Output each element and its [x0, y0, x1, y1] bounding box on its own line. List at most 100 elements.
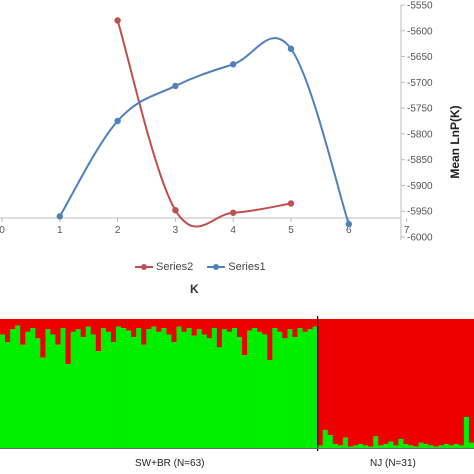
bar-segment-red	[302, 319, 308, 332]
legend-label-series1: Series1	[228, 261, 266, 273]
bar-segment-red	[196, 319, 203, 330]
bar-segment-green	[327, 435, 334, 448]
bar-segment-red	[292, 319, 298, 338]
bar-segment-red	[40, 319, 46, 358]
data-point-series1	[56, 213, 63, 220]
bar-segment-red	[332, 319, 339, 445]
y-tick-label: -5800	[407, 129, 433, 140]
bar-segment-green	[292, 337, 298, 448]
bar-segment-red	[403, 319, 409, 445]
bar-segment-green	[231, 328, 238, 448]
bar-segment-red	[110, 319, 117, 343]
bar-segment-green	[448, 445, 455, 448]
bar-segment-red	[115, 319, 122, 327]
bar-segment-green	[317, 445, 324, 448]
bar-segment-green	[418, 442, 424, 448]
bar-segment-red	[146, 319, 152, 330]
bar-segment-green	[161, 328, 167, 448]
data-point-series1	[230, 61, 237, 68]
bar-segment-red	[151, 319, 157, 327]
bar-segment-green	[388, 441, 394, 448]
bar-segment-green	[458, 445, 465, 448]
bar-segment-green	[211, 328, 218, 448]
bar-segment-red	[231, 319, 238, 329]
bar-segment-red	[373, 319, 379, 437]
legend-label-series2: Series2	[156, 261, 194, 273]
data-point-series2	[114, 17, 121, 24]
bar-segment-green	[15, 325, 21, 448]
x-tick-label: 5	[288, 225, 294, 236]
bar-segment-green	[373, 436, 379, 448]
bar-segment-green	[0, 334, 6, 448]
bar-segment-green	[297, 328, 303, 448]
bar-segment-green	[242, 355, 248, 448]
y-tick-label: -5750	[407, 104, 433, 115]
bar-segment-red	[337, 319, 344, 446]
bar-segment-green	[287, 329, 293, 448]
bar-segment-green	[302, 331, 308, 448]
bar-segment-green	[226, 331, 233, 448]
bar-segment-red	[267, 319, 273, 361]
bar-segment-red	[448, 319, 455, 446]
bar-segment-green	[423, 444, 430, 448]
bar-segment-green	[10, 329, 16, 448]
bar-segment-red	[141, 319, 147, 345]
bar-segment-red	[45, 319, 51, 330]
bar-segment-green	[322, 429, 329, 448]
bar-segment-green	[171, 342, 177, 448]
bar-segment-red	[171, 319, 177, 343]
bar-segment-green	[20, 344, 26, 448]
bar-segment-red	[262, 319, 268, 335]
bar-segment-red	[443, 319, 450, 445]
bar-segment-red	[307, 319, 314, 330]
bar-segment-red	[398, 319, 404, 439]
bar-segment-green	[443, 444, 450, 448]
bar-segment-red	[25, 319, 31, 332]
bar-segment-red	[221, 319, 228, 330]
bar-segment-green	[70, 331, 77, 448]
series-line-series2	[116, 20, 292, 228]
bar-segment-green	[358, 444, 364, 448]
legend-swatch-series1	[207, 264, 226, 270]
data-point-series2	[172, 206, 179, 214]
bar-segment-green	[60, 328, 66, 448]
bar-segment-green	[206, 338, 213, 448]
bar-segment-red	[458, 319, 465, 446]
bar-segment-red	[393, 319, 399, 446]
bar-segment-red	[358, 319, 364, 445]
data-point-series1	[114, 117, 121, 125]
bar-segment-red	[75, 319, 82, 330]
x-tick-label: 6	[346, 225, 352, 236]
bar-segment-green	[151, 326, 157, 448]
bar-segment-green	[186, 328, 193, 448]
x-tick-label: 0	[0, 225, 5, 236]
bar-segment-green	[247, 330, 253, 448]
bar-segment-red	[282, 319, 288, 339]
bar-segment-green	[136, 328, 142, 448]
bar-segment-green	[282, 338, 288, 448]
bar-segment-red	[368, 319, 374, 447]
bar-segment-green	[191, 335, 198, 448]
bar-segment-green	[383, 444, 389, 448]
y-tick-label: -5950	[407, 207, 433, 218]
bar-segment-red	[5, 319, 11, 343]
bar-segment-red	[191, 319, 198, 336]
structure-bar-plot	[0, 316, 474, 451]
bar-segment-red	[453, 319, 460, 445]
data-point-series1	[345, 220, 352, 228]
legend-item-series2: Series2	[135, 261, 193, 273]
bar-segment-red	[468, 319, 474, 443]
bar-segment-red	[206, 319, 213, 339]
bar-segment-red	[80, 319, 87, 338]
bar-segment-red	[383, 319, 389, 445]
bar-segment-red	[50, 319, 56, 335]
bar-segment-red	[181, 319, 187, 332]
bar-segment-red	[312, 319, 319, 327]
bar-segment-green	[237, 337, 243, 448]
y-tick-label: -5900	[407, 181, 433, 192]
bar-segment-red	[201, 319, 208, 335]
bar-segment-green	[25, 331, 31, 448]
bar-segment-green	[408, 445, 414, 448]
bar-segment-green	[115, 326, 122, 448]
bar-segment-red	[327, 319, 334, 436]
